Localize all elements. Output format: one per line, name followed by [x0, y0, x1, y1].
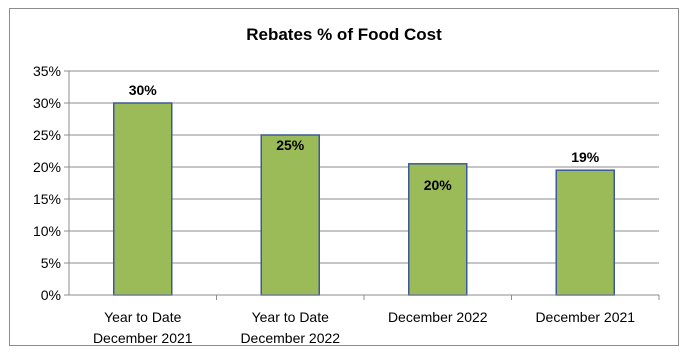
y-tick-label: 10%: [33, 223, 61, 239]
data-labels: 30% 25% 20% 19%: [129, 82, 600, 193]
y-axis-tick-labels: 0% 5% 10% 15% 20% 25% 30% 35%: [33, 63, 61, 303]
data-label: 20%: [424, 177, 453, 193]
x-category-label: Year to Date December 2021: [93, 309, 193, 346]
bar: [555, 169, 615, 296]
data-label: 30%: [129, 82, 158, 98]
bar: [260, 134, 320, 296]
y-tick-label: 0%: [41, 287, 61, 303]
x-category-label: December 2021: [535, 309, 635, 325]
bar: [113, 102, 173, 296]
x-axis-category-labels: Year to Date December 2021 Year to Date Dec…: [93, 309, 635, 346]
chart-title: Rebates % of Food Cost: [246, 25, 442, 44]
x-category-label: Year to Date December 2022: [240, 309, 340, 346]
data-label: 19%: [571, 149, 600, 165]
y-tick-label: 15%: [33, 191, 61, 207]
x-category-label: December 2022: [388, 309, 488, 325]
bars: [113, 102, 615, 296]
y-tick-label: 35%: [33, 63, 61, 79]
y-tick-label: 30%: [33, 95, 61, 111]
y-tick-label: 20%: [33, 159, 61, 175]
y-tick-label: 5%: [41, 255, 61, 271]
y-tick-label: 25%: [33, 127, 61, 143]
data-label: 25%: [276, 137, 305, 153]
axes: [64, 70, 660, 300]
bar: [408, 163, 468, 296]
